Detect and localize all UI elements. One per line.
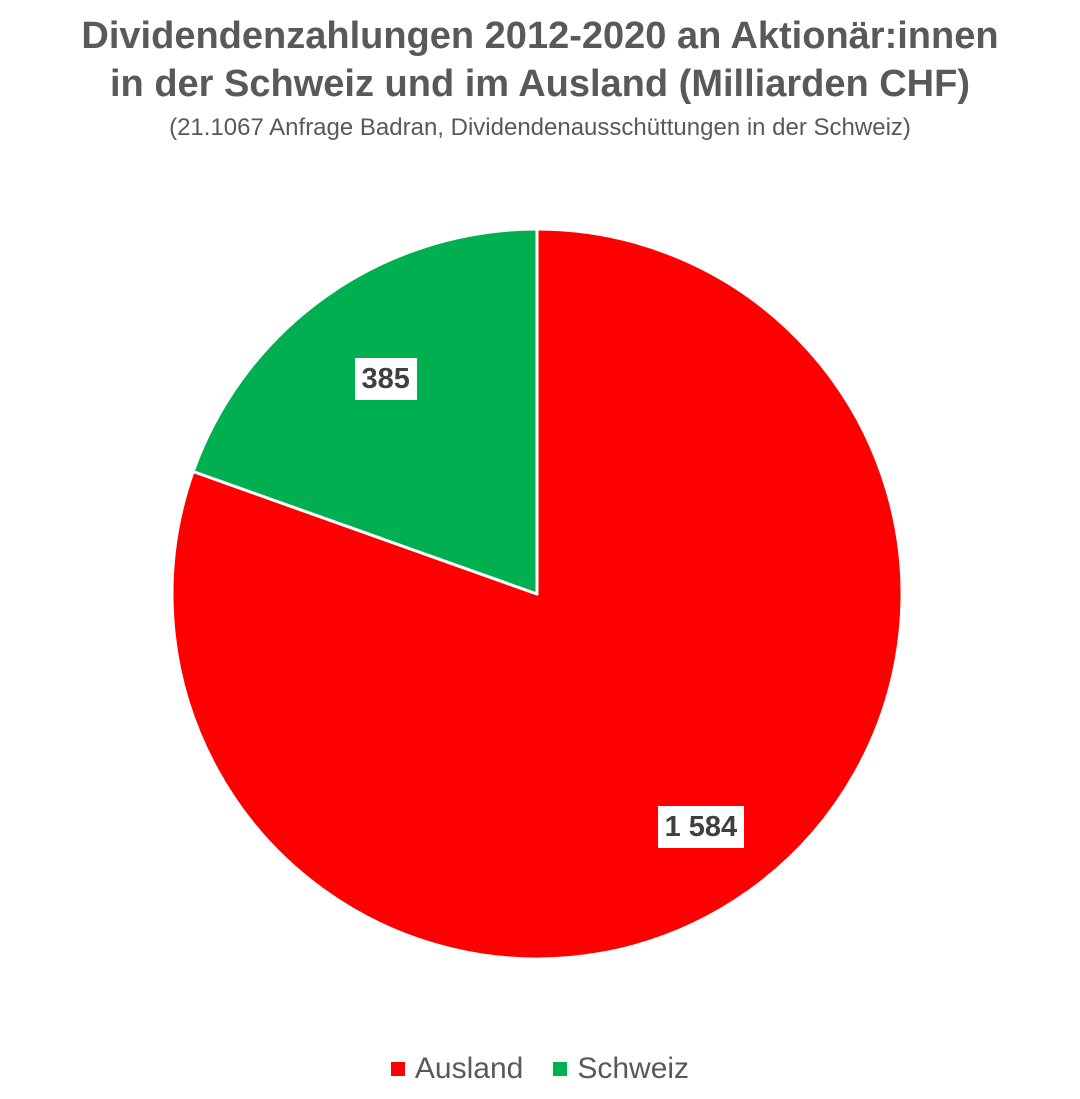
legend-swatch-ausland <box>390 1062 405 1076</box>
chart-legend: Ausland Schweiz <box>0 1051 1080 1087</box>
legend-item-schweiz: Schweiz <box>553 1051 689 1087</box>
legend-label-schweiz: Schweiz <box>577 1052 690 1085</box>
chart-subtitle: (21.1067 Anfrage Badran, Dividendenaussc… <box>169 114 911 141</box>
data-label-schweiz: 385 <box>354 358 417 401</box>
chart-title: Dividendenzahlungen 2012-2020 an Aktionä… <box>0 12 1080 108</box>
legend-label-ausland: Ausland <box>414 1052 524 1085</box>
data-label-ausland: 1 584 <box>657 805 745 848</box>
legend-item-ausland: Ausland <box>390 1051 524 1087</box>
chart-title-line-2: in der Schweiz und im Ausland (Milliarde… <box>110 63 970 105</box>
chart-title-line-1: Dividendenzahlungen 2012-2020 an Aktionä… <box>81 15 999 57</box>
legend-swatch-schweiz <box>553 1062 568 1076</box>
pie-slice-schweiz <box>191 227 539 596</box>
